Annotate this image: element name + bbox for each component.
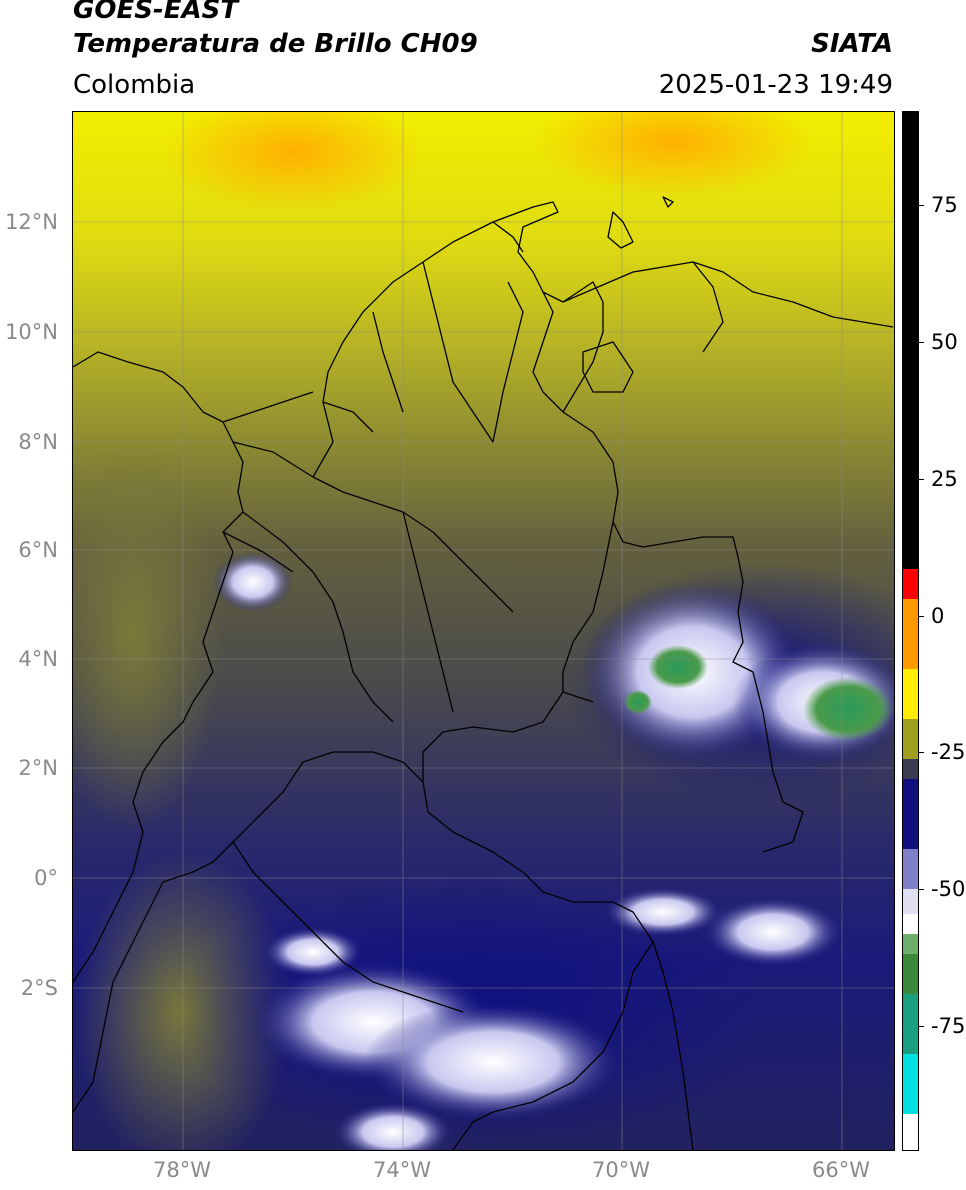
organization-label: SIATA xyxy=(811,29,893,59)
lat-label: 2°N xyxy=(18,756,58,780)
colorbar-tick xyxy=(918,205,924,206)
warm-area xyxy=(73,432,223,832)
lon-label: 78°W xyxy=(153,1158,211,1182)
lon-label: 66°W xyxy=(812,1158,870,1182)
colorbar-tick xyxy=(918,616,924,617)
very-cold-top xyxy=(803,677,893,741)
title-satellite: GOES-EAST xyxy=(73,0,239,25)
graticule xyxy=(73,112,894,1150)
convective-cloud xyxy=(213,552,293,612)
very-cold-top xyxy=(648,645,708,689)
warm-area xyxy=(163,112,423,212)
lon-label: 74°W xyxy=(373,1158,431,1182)
satellite-map xyxy=(72,111,895,1151)
colorbar-tick-label: -25 xyxy=(931,740,966,764)
colorbar-tick xyxy=(918,342,924,343)
subtitle-region: Colombia xyxy=(73,70,196,100)
colorbar-tick-label: 0 xyxy=(931,604,945,628)
map-canvas xyxy=(73,112,894,1150)
colorbar-tick xyxy=(918,889,924,890)
lat-label: 2°S xyxy=(20,976,58,1000)
convective-cloud xyxy=(333,1102,453,1150)
convective-cloud xyxy=(263,927,363,977)
colorbar-tick-label: -50 xyxy=(931,877,966,901)
convective-cloud xyxy=(603,887,723,937)
lat-label: 10°N xyxy=(5,320,58,344)
timestamp: 2025-01-23 19:49 xyxy=(658,70,893,100)
warm-area xyxy=(533,112,813,197)
colorbar-tick xyxy=(918,479,924,480)
lat-label: 6°N xyxy=(18,538,58,562)
colorbar-swatches xyxy=(903,112,918,1150)
lon-label: 70°W xyxy=(592,1158,650,1182)
colorbar-tick-label: 75 xyxy=(931,193,958,217)
convective-cloud xyxy=(363,1002,623,1122)
colorbar-tick-label: 25 xyxy=(931,467,958,491)
country-borders xyxy=(73,196,894,1150)
lat-label: 0° xyxy=(34,866,58,890)
colorbar-tick-label: 50 xyxy=(931,330,958,354)
very-cold-top xyxy=(624,690,652,714)
colorbar-tick-label: -75 xyxy=(931,1014,966,1038)
colorbar-tick xyxy=(918,1026,924,1027)
colorbar-tick xyxy=(918,752,924,753)
colorbar xyxy=(902,111,919,1151)
lat-label: 12°N xyxy=(5,210,58,234)
convective-cloud xyxy=(703,897,843,967)
lat-label: 8°N xyxy=(18,430,58,454)
title-product: Temperatura de Brillo CH09 xyxy=(73,29,478,59)
lat-label: 4°N xyxy=(18,647,58,671)
